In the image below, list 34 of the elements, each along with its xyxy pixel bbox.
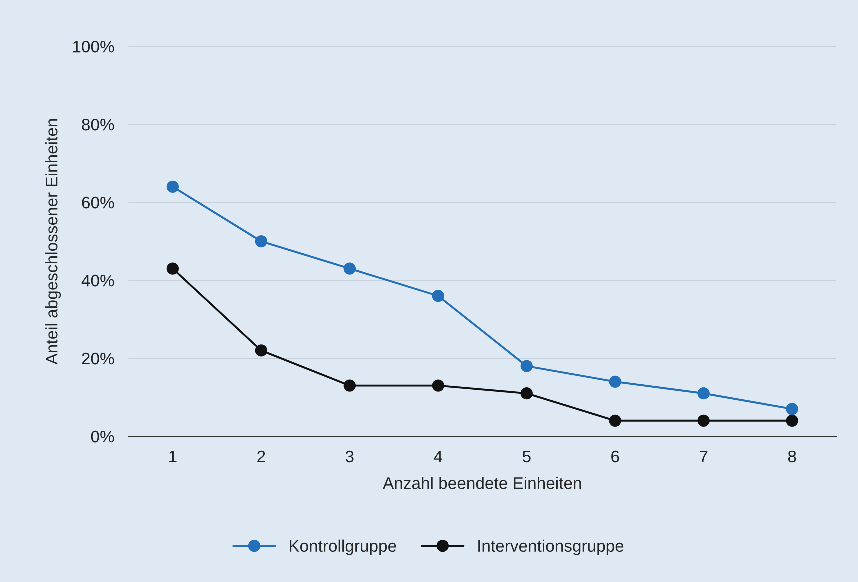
y-tick-label: 20%	[82, 352, 114, 365]
point	[609, 414, 622, 427]
x-tick-label: 4	[434, 451, 443, 462]
point	[344, 262, 356, 275]
point	[520, 388, 533, 400]
x-tick-label: 8	[788, 450, 796, 463]
point	[786, 403, 798, 416]
legend-label: Interventionsgruppe	[478, 540, 624, 556]
point	[520, 360, 533, 372]
x-tick-label: 1	[170, 451, 177, 462]
point	[255, 344, 268, 357]
y-tick-label: 60%	[82, 196, 114, 209]
y-axis-title: Anteil abgeschlossener Einheiten	[46, 119, 62, 365]
point	[698, 414, 710, 427]
point	[344, 380, 356, 392]
y-tick-label: 0%	[91, 430, 114, 443]
x-tick-label: 2	[258, 450, 266, 462]
point	[698, 388, 710, 400]
point	[786, 414, 798, 427]
legend-label: Kontrollgruppe	[290, 540, 396, 556]
point	[432, 290, 444, 302]
point	[609, 376, 622, 388]
x-tick-label: 5	[522, 451, 531, 463]
point	[255, 235, 268, 248]
x-tick-label: 6	[612, 450, 620, 463]
y-tick-label: 100%	[73, 40, 114, 53]
point	[166, 262, 180, 275]
point	[166, 180, 180, 194]
x-axis-title: Anzahl beendete Einheiten	[383, 477, 582, 490]
point	[432, 380, 444, 392]
x-tick-label: 7	[700, 451, 708, 462]
y-tick-label: 40%	[82, 274, 114, 287]
x-tick-label: 3	[346, 450, 354, 463]
y-tick-label: 80%	[82, 118, 114, 131]
